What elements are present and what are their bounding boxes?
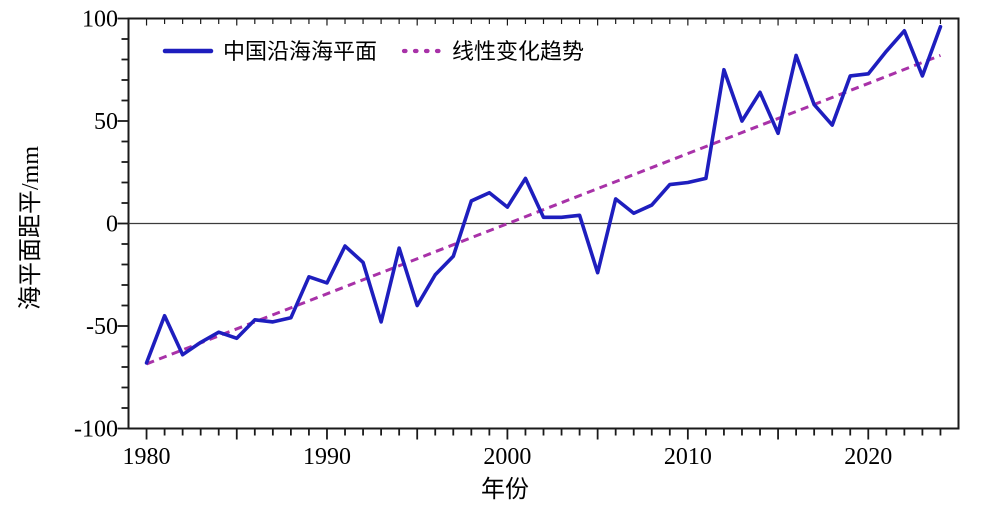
- x-tick-label: 2020: [844, 444, 892, 470]
- sea-level-line: [144, 24, 943, 365]
- trend-line: [146, 54, 941, 366]
- y-tick-label: 50: [94, 109, 118, 135]
- x-tick-label: 1980: [123, 444, 171, 470]
- axis-ticks: [117, 17, 942, 440]
- legend-label-trend: 线性变化趋势: [452, 39, 584, 64]
- x-tick-label: 2010: [664, 444, 712, 470]
- y-tick-label: -100: [74, 417, 118, 443]
- legend-label-sea-level: 中国沿海海平面: [223, 39, 377, 64]
- y-tick-label: 100: [82, 7, 118, 33]
- y-tick-label: -50: [86, 314, 118, 340]
- y-axis-title: 海平面距平/mm: [17, 146, 44, 310]
- x-tick-label: 2000: [483, 444, 531, 470]
- axis-tick-labels: 1980 1990 2000 2010 2020 100 50 0 -50 -100: [74, 7, 892, 471]
- legend: 中国沿海海平面 线性变化趋势: [162, 39, 584, 64]
- y-tick-label: 0: [106, 212, 118, 238]
- x-axis-title: 年份: [481, 476, 529, 503]
- x-tick-label: 1990: [303, 444, 351, 470]
